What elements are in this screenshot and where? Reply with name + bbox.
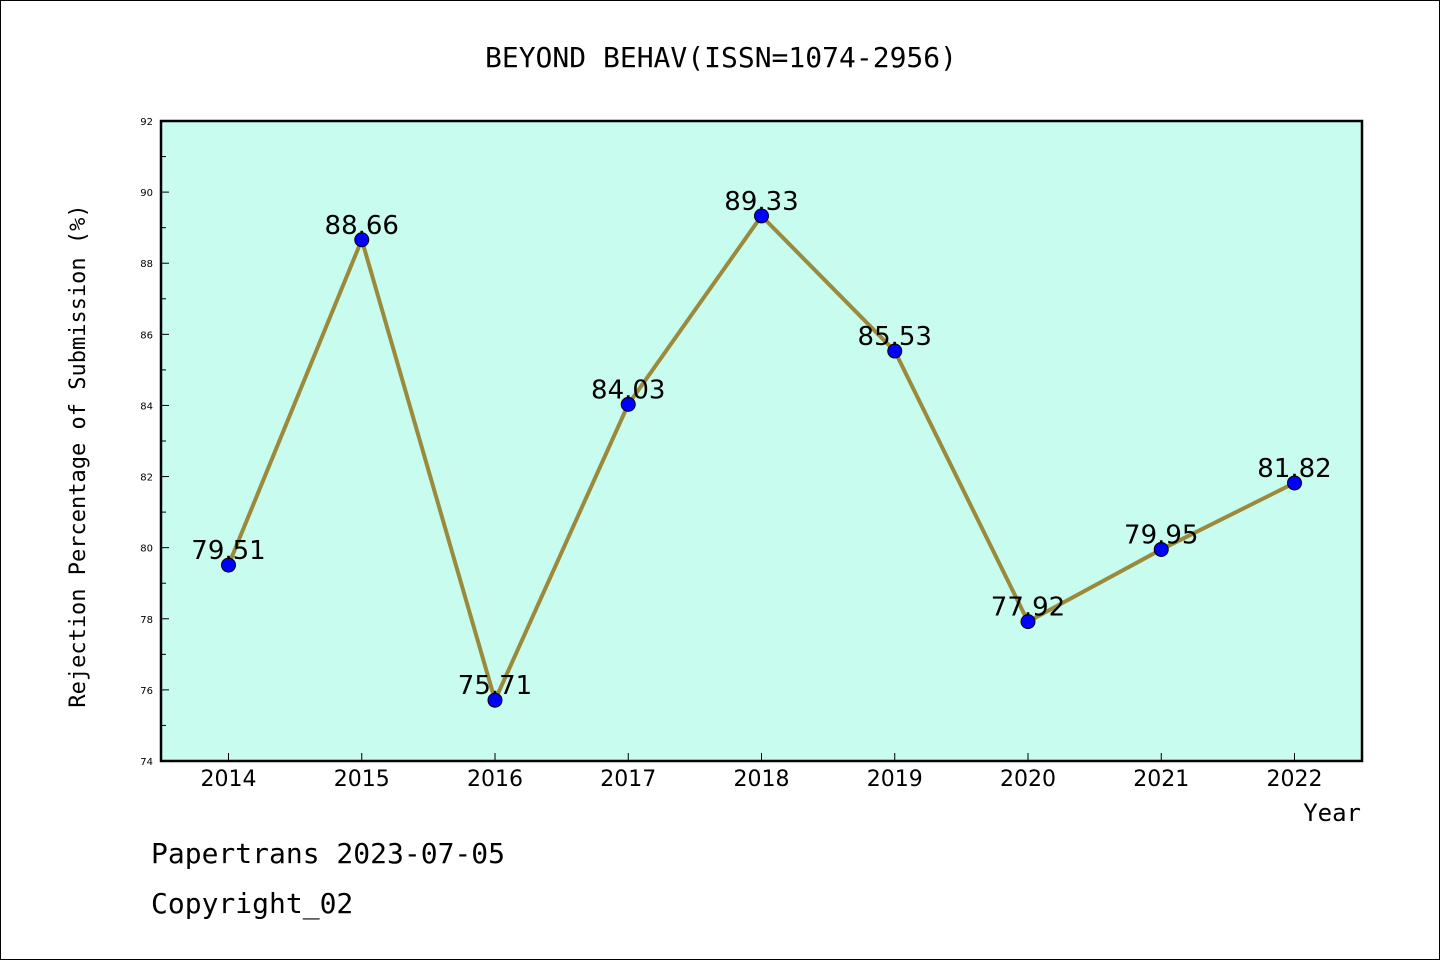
data-label: 79.95 [1124, 520, 1198, 550]
data-point [354, 232, 370, 248]
y-tick-label: 74 [140, 757, 153, 768]
data-label: 85.53 [858, 322, 932, 352]
x-tick-label: 2014 [201, 767, 257, 792]
y-tick-label: 78 [140, 615, 153, 626]
x-tick-label: 2018 [734, 767, 790, 792]
x-axis: 2014 2015 2016 2017 2018 2019 2020 2021 2022 [201, 753, 1323, 792]
y-tick-label: 80 [140, 544, 153, 555]
data-point [221, 557, 236, 573]
data-point [620, 396, 636, 412]
y-tick-label: 88 [140, 259, 153, 270]
x-tick-label: 2021 [1133, 767, 1189, 792]
data-label: 79.51 [191, 536, 265, 566]
data-point [1020, 614, 1036, 630]
y-tick-label: 92 [140, 117, 153, 128]
x-tick-label: 2020 [1000, 767, 1056, 792]
data-point [887, 343, 903, 359]
data-point [1153, 541, 1169, 557]
footer-date: Papertrans 2023-07-05 [151, 837, 506, 870]
data-label: 84.03 [591, 375, 665, 405]
x-tick-label: 2015 [334, 767, 390, 792]
data-label: 89.33 [724, 187, 798, 217]
y-axis-label: Rejection Percentage of Submission (%) [66, 204, 91, 707]
x-tick-label: 2016 [467, 767, 523, 792]
y-tick-label: 86 [140, 330, 153, 341]
series-group: 79.51 88.66 75.71 84.03 89.33 85.53 77.92 79.95… [191, 187, 1332, 708]
data-label: 77.92 [991, 593, 1065, 623]
data-point [487, 692, 503, 708]
footer-copyright: Copyright_02 [151, 887, 354, 920]
data-label: 81.82 [1257, 454, 1331, 484]
y-axis: 74 76 78 80 82 84 86 88 90 92 [140, 117, 169, 768]
y-tick-label: 82 [140, 473, 153, 484]
plot-area [159, 119, 1364, 763]
x-axis-label: Year [1303, 799, 1361, 827]
data-label: 75.71 [458, 671, 532, 701]
data-label: 88.66 [325, 211, 399, 241]
y-tick-label: 90 [140, 188, 153, 199]
chart-title: BEYOND BEHAV(ISSN=1074-2956) [485, 41, 957, 74]
x-tick-label: 2022 [1267, 767, 1323, 792]
x-tick-label: 2019 [867, 767, 923, 792]
x-tick-label: 2017 [600, 767, 656, 792]
data-point [754, 208, 769, 224]
data-point [1287, 475, 1302, 491]
y-tick-label: 76 [140, 686, 153, 697]
y-tick-label: 84 [140, 401, 153, 412]
